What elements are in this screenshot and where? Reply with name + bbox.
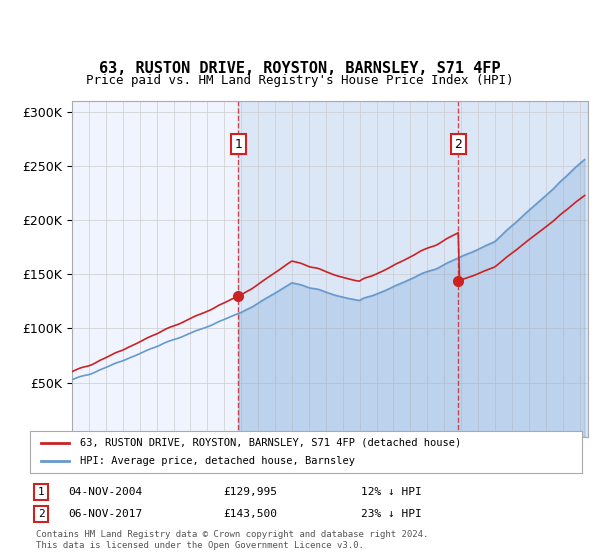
Text: 63, RUSTON DRIVE, ROYSTON, BARNSLEY, S71 4FP (detached house): 63, RUSTON DRIVE, ROYSTON, BARNSLEY, S71…: [80, 438, 461, 448]
Text: 2: 2: [38, 509, 44, 519]
Text: 1: 1: [235, 138, 242, 151]
Text: £143,500: £143,500: [223, 509, 277, 519]
Text: HPI: Average price, detached house, Barnsley: HPI: Average price, detached house, Barn…: [80, 456, 355, 466]
Text: 2: 2: [454, 138, 463, 151]
Text: 63, RUSTON DRIVE, ROYSTON, BARNSLEY, S71 4FP: 63, RUSTON DRIVE, ROYSTON, BARNSLEY, S71…: [99, 60, 501, 76]
Text: 1: 1: [38, 487, 44, 497]
Bar: [238, 101, 588, 437]
Text: Contains HM Land Registry data © Crown copyright and database right 2024.
This d: Contains HM Land Registry data © Crown c…: [35, 530, 428, 550]
Text: 23% ↓ HPI: 23% ↓ HPI: [361, 509, 422, 519]
Text: 12% ↓ HPI: 12% ↓ HPI: [361, 487, 422, 497]
Text: Price paid vs. HM Land Registry's House Price Index (HPI): Price paid vs. HM Land Registry's House …: [86, 74, 514, 87]
Text: 06-NOV-2017: 06-NOV-2017: [68, 509, 143, 519]
Text: 04-NOV-2004: 04-NOV-2004: [68, 487, 143, 497]
Text: £129,995: £129,995: [223, 487, 277, 497]
